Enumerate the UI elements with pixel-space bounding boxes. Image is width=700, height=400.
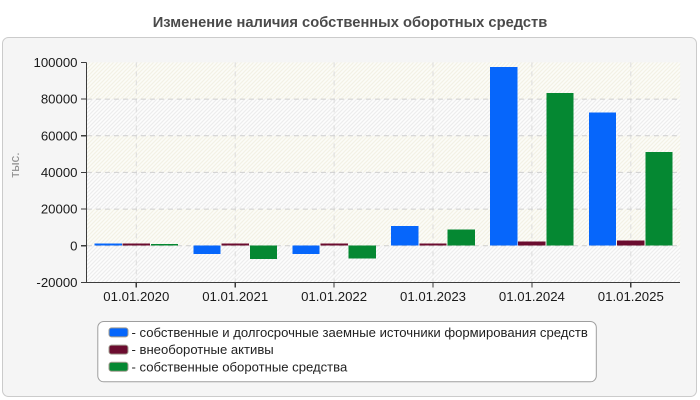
svg-text:01.01.2022: 01.01.2022: [301, 289, 367, 304]
svg-text:Изменение наличия собственных: Изменение наличия собственных оборотных …: [153, 15, 548, 31]
svg-text:01.01.2020: 01.01.2020: [103, 289, 169, 304]
svg-text:100000: 100000: [33, 55, 77, 70]
svg-text:01.01.2024: 01.01.2024: [499, 289, 565, 304]
svg-text:60000: 60000: [41, 128, 78, 143]
svg-text:- собственные и долгосрочные з: - собственные и долгосрочные заемные ист…: [132, 325, 588, 340]
svg-text:40000: 40000: [41, 165, 78, 180]
svg-text:01.01.2023: 01.01.2023: [400, 289, 466, 304]
svg-text:20000: 20000: [41, 202, 78, 217]
svg-text:- внеоборотные активы: - внеоборотные активы: [132, 342, 274, 357]
svg-text:- собственные оборотные средст: - собственные оборотные средства: [132, 359, 348, 374]
svg-text:тыс.: тыс.: [7, 152, 22, 177]
svg-text:01.01.2021: 01.01.2021: [202, 289, 268, 304]
svg-text:01.01.2025: 01.01.2025: [598, 289, 664, 304]
svg-text:0: 0: [70, 238, 77, 253]
svg-text:80000: 80000: [41, 92, 78, 107]
svg-text:-20000: -20000: [36, 275, 77, 290]
